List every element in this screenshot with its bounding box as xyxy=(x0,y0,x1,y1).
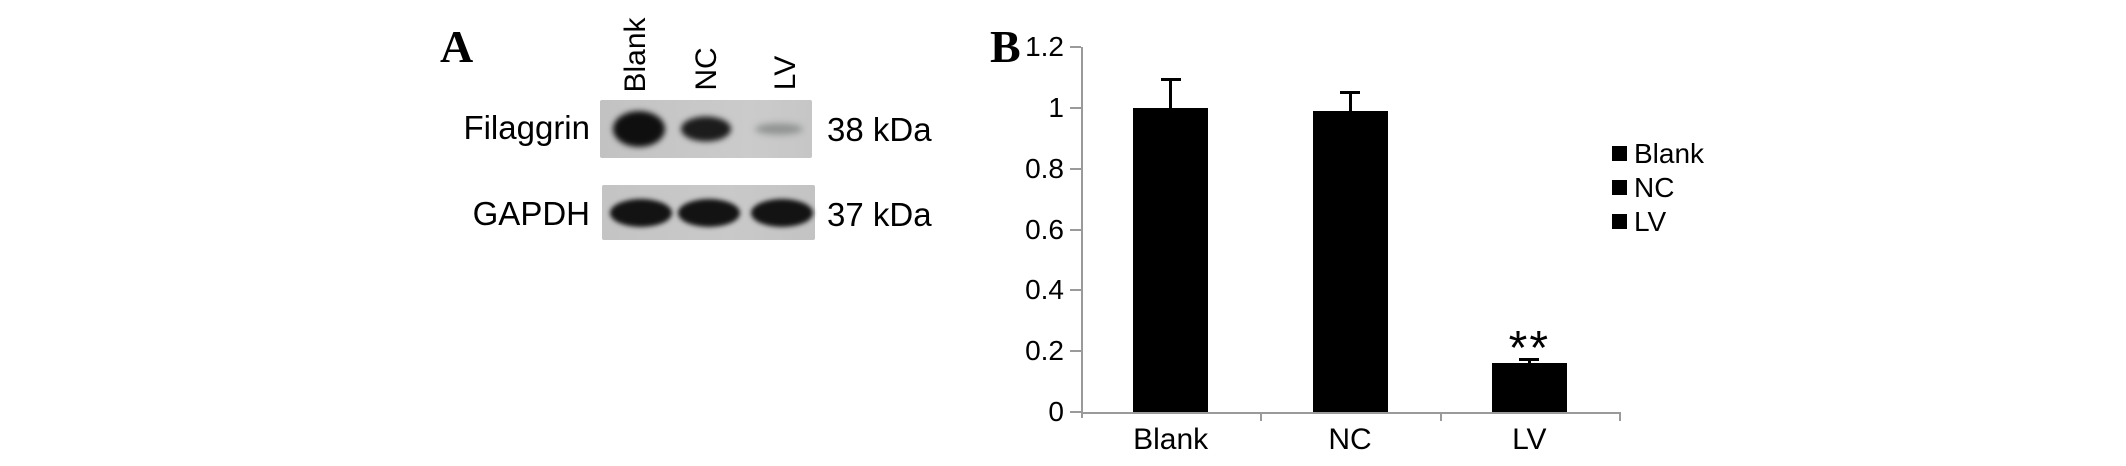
y-axis-line xyxy=(1081,47,1083,418)
chart-legend: Blank NC LV xyxy=(1612,137,1705,244)
bar-blank xyxy=(1133,107,1209,412)
y-axis-tick xyxy=(1070,167,1081,170)
y-axis-tick xyxy=(1070,411,1081,413)
protein-label-gapdh: GAPDH xyxy=(472,195,590,232)
y-axis-tick xyxy=(1070,350,1081,353)
error-bar-cap-lv xyxy=(1519,358,1540,362)
weight-label-filaggrin: 38 kDa xyxy=(827,111,932,148)
y-axis-tick-label: 0.2 xyxy=(1025,335,1064,367)
y-axis-tick xyxy=(1070,46,1081,48)
error-bar-cap-blank xyxy=(1160,78,1181,82)
x-axis-label-nc: NC xyxy=(1328,423,1372,456)
legend-item-nc: NC xyxy=(1612,171,1704,203)
legend-swatch-lv-icon xyxy=(1612,214,1627,229)
bar-lv xyxy=(1491,363,1567,412)
panel-a-label: A xyxy=(440,21,474,72)
weight-label-gapdh: 37 kDa xyxy=(827,196,932,233)
blot-band-gapdh-lv xyxy=(750,198,813,227)
y-axis-tick-label: 0.4 xyxy=(1025,274,1064,306)
y-axis-tick-label: 0.6 xyxy=(1025,213,1064,245)
x-axis-label-blank: Blank xyxy=(1133,423,1209,456)
legend-item-lv: LV xyxy=(1612,205,1704,237)
y-axis-tick-label: 0 xyxy=(1048,396,1064,427)
legend-label-blank: Blank xyxy=(1634,137,1705,169)
x-axis-tick xyxy=(1439,412,1442,421)
legend-label-lv: LV xyxy=(1634,205,1667,237)
error-bar-nc xyxy=(1348,92,1352,111)
significance-marker-lv: ** xyxy=(1508,322,1550,376)
error-bar-cap-nc xyxy=(1340,90,1360,94)
error-bar-lv xyxy=(1527,360,1531,364)
error-bar-blank xyxy=(1169,80,1173,108)
blot-band-filaggrin-nc xyxy=(681,116,731,142)
x-axis-line xyxy=(1081,412,1621,414)
y-axis-tick-label: 1.2 xyxy=(1025,31,1064,62)
x-axis-tick xyxy=(1619,412,1621,421)
blot-band-gapdh-nc xyxy=(677,198,740,227)
protein-label-filaggrin: Filaggrin xyxy=(463,109,590,146)
bar-nc xyxy=(1312,110,1388,412)
y-axis-tick xyxy=(1070,289,1081,292)
x-axis-label-lv: LV xyxy=(1512,423,1547,456)
y-axis-tick xyxy=(1070,106,1081,109)
blot-band-filaggrin-lv xyxy=(755,123,804,135)
legend-swatch-blank-icon xyxy=(1612,146,1627,161)
blot-band-gapdh-blank xyxy=(610,198,673,227)
blot-strip-gapdh xyxy=(602,185,815,240)
panel-b-label: B xyxy=(990,21,1021,72)
legend-swatch-nc-icon xyxy=(1612,180,1627,195)
x-axis-tick xyxy=(1260,412,1263,421)
legend-label-nc: NC xyxy=(1634,171,1675,203)
y-axis-tick-label: 1 xyxy=(1048,91,1064,123)
y-axis-tick-label: 0.8 xyxy=(1025,152,1064,184)
blot-band-filaggrin-blank xyxy=(613,111,666,147)
blot-strip-filaggrin xyxy=(600,100,812,158)
y-axis-tick xyxy=(1070,228,1081,231)
legend-item-blank: Blank xyxy=(1612,137,1705,169)
